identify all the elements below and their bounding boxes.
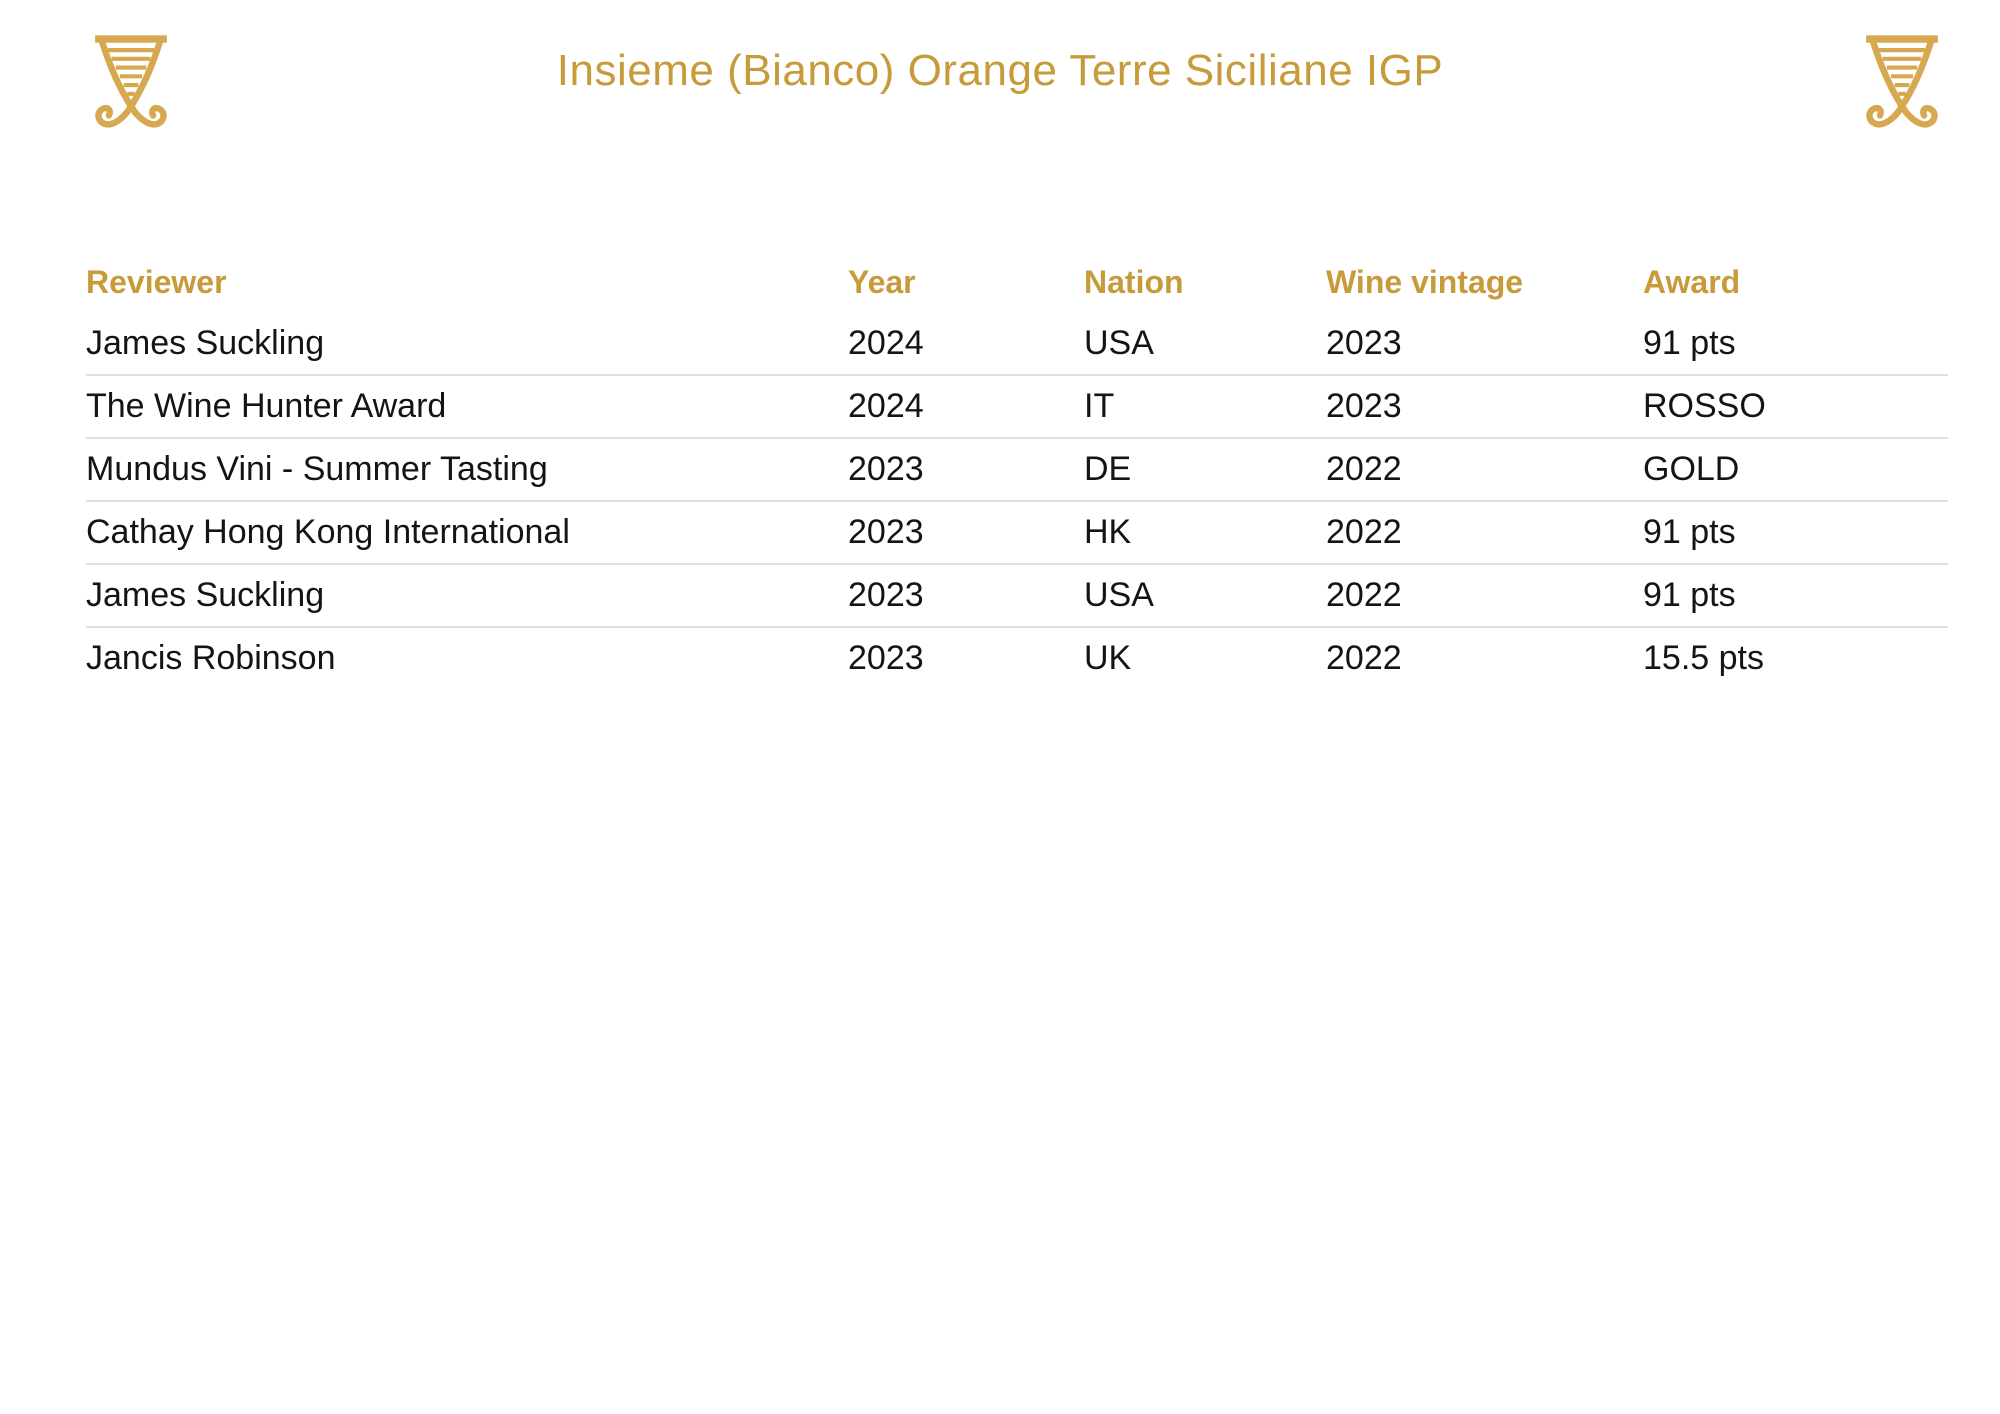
cell-reviewer: Mundus Vini - Summer Tasting	[86, 437, 848, 501]
cell-award: 15.5 pts	[1643, 626, 1948, 689]
awards-table: Reviewer Year Nation Wine vintage Award …	[86, 252, 1948, 689]
cell-award: 91 pts	[1643, 563, 1948, 627]
winery-emblem-icon	[1866, 35, 1938, 128]
table-row: Cathay Hong Kong International 2023 HK 2…	[86, 500, 1948, 564]
cell-award: ROSSO	[1643, 374, 1948, 438]
cell-award: GOLD	[1643, 437, 1948, 501]
cell-year: 2023	[848, 626, 1084, 689]
column-header-year: Year	[848, 264, 916, 300]
page-title: Insieme (Bianco) Orange Terre Siciliane …	[556, 46, 1444, 95]
table-row: Jancis Robinson 2023 UK 2022 15.5 pts	[86, 626, 1948, 689]
column-header-wine-vintage: Wine vintage	[1326, 264, 1524, 300]
cell-nation: DE	[1084, 437, 1326, 501]
cell-reviewer: Cathay Hong Kong International	[86, 500, 848, 564]
cell-reviewer: The Wine Hunter Award	[86, 374, 848, 438]
cell-nation: UK	[1084, 626, 1326, 689]
cell-wine-vintage: 2022	[1326, 437, 1643, 501]
cell-award: 91 pts	[1643, 324, 1736, 362]
cell-award: 91 pts	[1643, 500, 1948, 564]
cell-reviewer: James Suckling	[86, 324, 325, 362]
cell-year: 2023	[848, 437, 1084, 501]
cell-nation: IT	[1084, 374, 1326, 438]
column-header-reviewer: Reviewer	[86, 264, 227, 300]
column-header-nation: Nation	[1084, 264, 1184, 300]
cell-wine-vintage: 2023	[1326, 324, 1402, 362]
page-header: Insieme (Bianco) Orange Terre Siciliane …	[0, 0, 2000, 170]
awards-table-header: Reviewer Year Nation Wine vintage Award	[86, 252, 1948, 313]
header-row: Reviewer Year Nation Wine vintage Award	[86, 252, 1948, 313]
cell-year: 2024	[848, 324, 924, 362]
cell-wine-vintage: 2023	[1326, 374, 1643, 438]
cell-wine-vintage: 2022	[1326, 500, 1643, 564]
table-row: Mundus Vini - Summer Tasting 2023 DE 202…	[86, 437, 1948, 501]
winery-emblem-icon	[95, 35, 167, 128]
column-header-award: Award	[1643, 264, 1741, 300]
cell-nation: HK	[1084, 500, 1326, 564]
table-row: The Wine Hunter Award 2024 IT 2023 ROSSO	[86, 374, 1948, 438]
cell-year: 2023	[848, 563, 1084, 627]
table-row: James Suckling 2024 USA 2023 91 pts	[86, 313, 1948, 375]
cell-reviewer: Jancis Robinson	[86, 626, 848, 689]
cell-nation: USA	[1084, 324, 1154, 362]
cell-reviewer: James Suckling	[86, 563, 848, 627]
awards-table-body: James Suckling 2024 USA 2023 91 pts The …	[86, 313, 1948, 689]
cell-wine-vintage: 2022	[1326, 626, 1643, 689]
cell-nation: USA	[1084, 563, 1326, 627]
cell-year: 2023	[848, 500, 1084, 564]
cell-wine-vintage: 2022	[1326, 563, 1643, 627]
table-row: James Suckling 2023 USA 2022 91 pts	[86, 563, 1948, 627]
cell-year: 2024	[848, 374, 1084, 438]
